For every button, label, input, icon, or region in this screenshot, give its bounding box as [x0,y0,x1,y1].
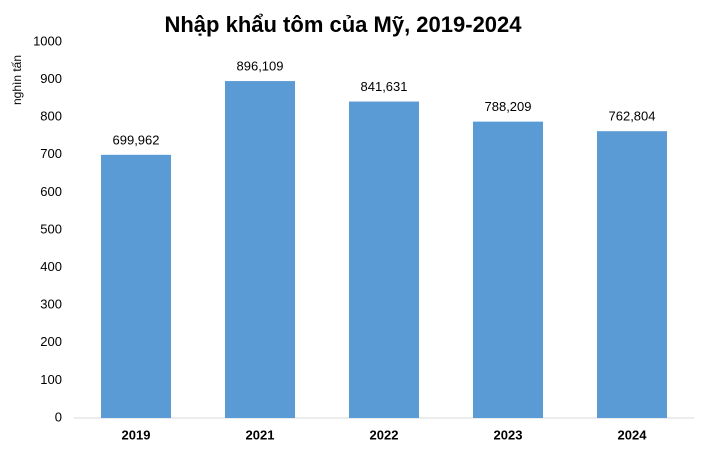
x-tick-label: 2024 [618,427,648,442]
y-axis-label: nghìn tấn [10,55,24,105]
x-tick-label: 2019 [122,427,151,442]
x-tick-label: 2022 [370,427,399,442]
x-tick-label: 2023 [494,427,523,442]
bar [101,154,171,419]
bar [225,81,295,418]
data-label: 762,804 [609,109,656,124]
bar [473,121,543,418]
data-label: 841,631 [361,79,408,94]
y-tick-label: 700 [40,146,62,161]
y-tick-label: 600 [40,184,62,199]
y-tick-label: 0 [55,409,62,424]
data-label: 896,109 [237,59,284,74]
bar [349,101,419,418]
y-tick-label: 500 [40,221,62,236]
x-tick-label: 2021 [246,427,275,442]
chart-title: Nhập khẩu tôm của Mỹ, 2019-2024 [164,12,522,37]
y-tick-label: 100 [40,372,62,387]
y-tick-label: 400 [40,259,62,274]
data-label: 699,962 [113,132,160,147]
y-tick-label: 1000 [33,33,62,48]
y-tick-label: 300 [40,297,62,312]
bar [597,131,667,418]
data-label: 788,209 [485,99,532,114]
y-tick-label: 200 [40,334,62,349]
y-tick-label: 900 [40,71,62,86]
y-tick-label: 800 [40,109,62,124]
